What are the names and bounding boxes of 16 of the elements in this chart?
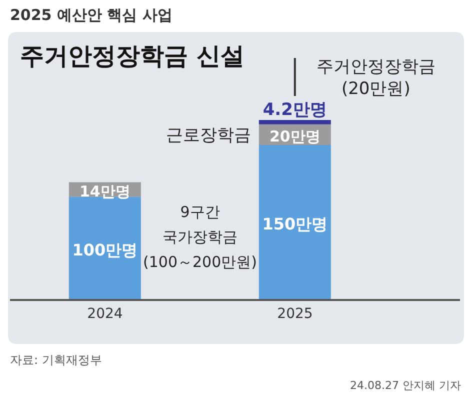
chart-subtitle: 주거안정장학금 신설 — [20, 41, 244, 72]
bar — [258, 120, 331, 124]
x-tick-label: 2025 — [277, 306, 313, 322]
annotation: 9구간 국가장학금 (100～200만원) — [143, 203, 257, 271]
text: 24.08.27 안지혜 기자 — [350, 378, 461, 393]
data-label: 4.2만명 — [262, 100, 327, 120]
series-label: 근로장학금 — [166, 126, 251, 146]
bar — [258, 145, 331, 300]
text: 자료: 기획재정부 — [10, 352, 102, 369]
data-label: 20만명 — [269, 128, 320, 146]
data-label: 14만명 — [79, 182, 130, 200]
data-label: 100만명 — [72, 240, 138, 260]
data-label: 150만명 — [262, 214, 328, 234]
x-tick-label: 2024 — [87, 306, 123, 322]
chart-title: 2025 예산안 핵심 사업 — [10, 6, 172, 25]
series-label: 주거안정장학금 (20만원) — [316, 57, 436, 99]
